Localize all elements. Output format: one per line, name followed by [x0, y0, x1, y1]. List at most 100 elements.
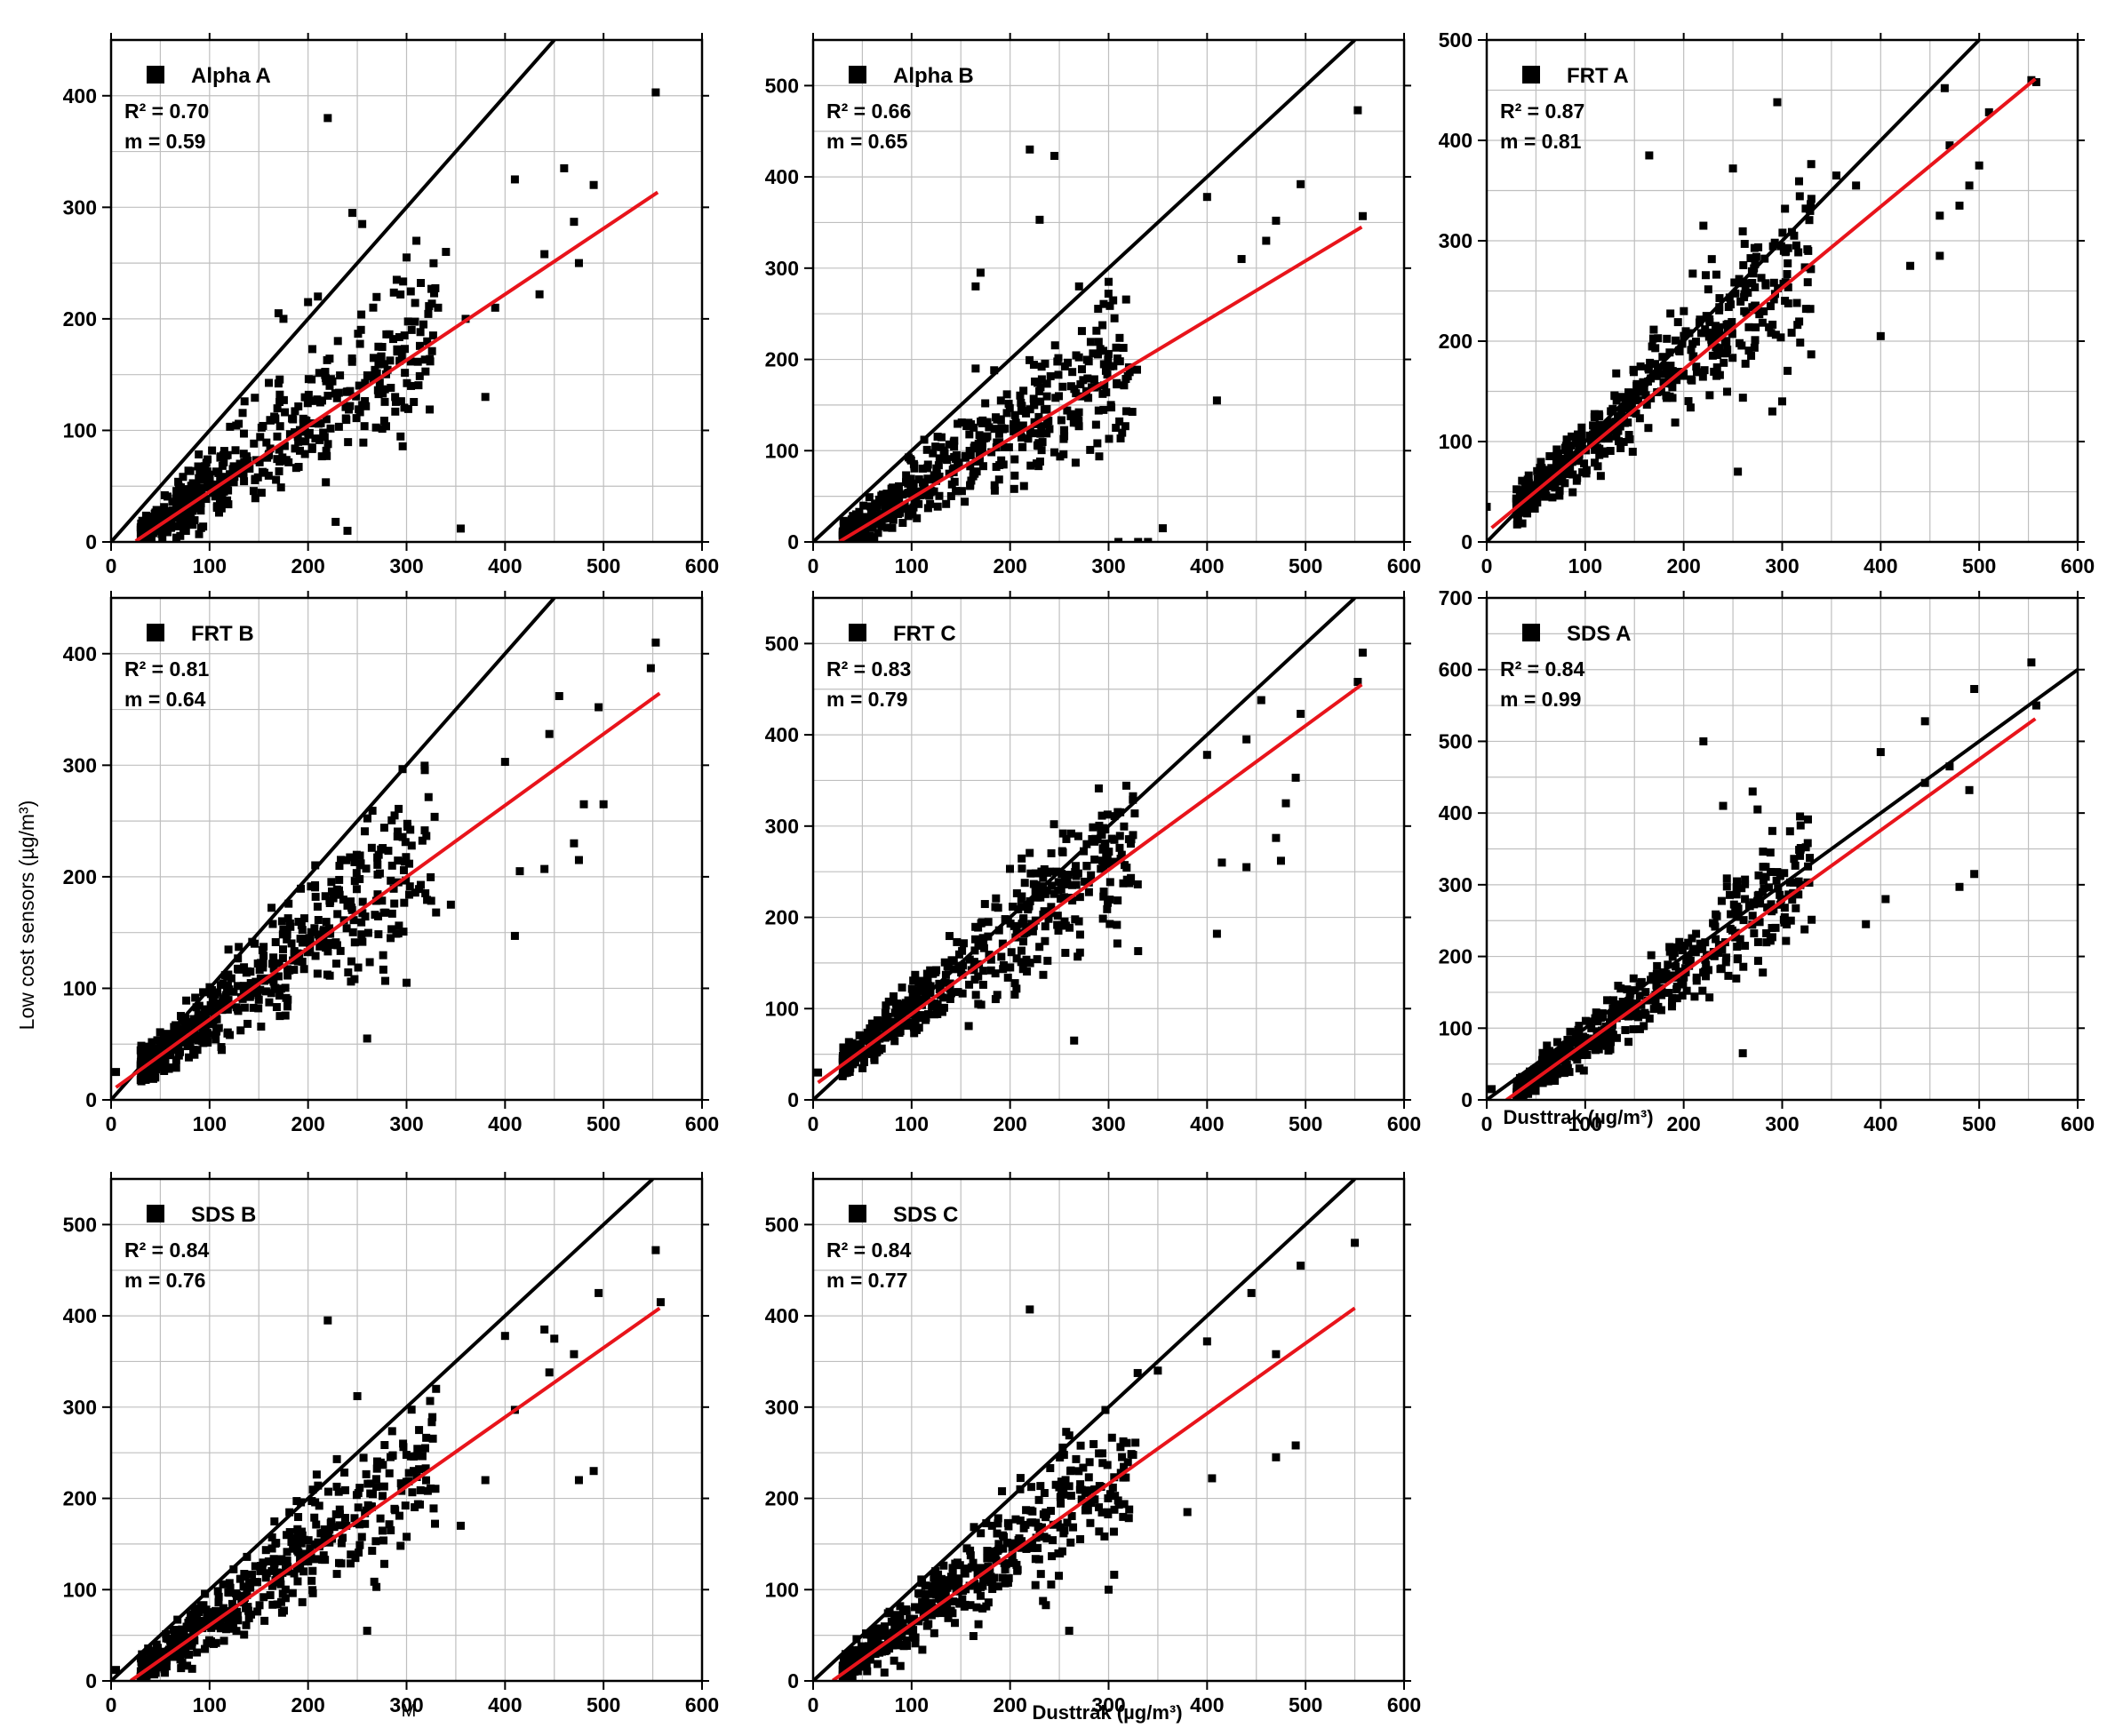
data-point [958, 946, 967, 955]
data-point [500, 1332, 509, 1341]
data-point [1594, 432, 1603, 441]
data-point [930, 1609, 939, 1618]
data-point [861, 1643, 870, 1652]
data-point [1105, 434, 1113, 443]
data-point [908, 991, 917, 1000]
data-point [179, 473, 188, 482]
data-point [1297, 709, 1305, 718]
data-point [974, 1620, 983, 1628]
data-point [326, 896, 335, 905]
data-point [1104, 355, 1113, 364]
data-point [1109, 1527, 1118, 1536]
x-tick-label: 0 [808, 1112, 819, 1135]
data-point [1103, 370, 1112, 379]
data-point [289, 1544, 298, 1553]
data-point [243, 1591, 251, 1600]
data-point [355, 1549, 363, 1557]
data-point [342, 856, 351, 864]
data-point [326, 424, 335, 433]
data-point [979, 1576, 988, 1585]
data-point [253, 959, 262, 968]
data-point [990, 486, 999, 495]
data-point [999, 1544, 1008, 1553]
data-point [293, 433, 302, 442]
data-point [142, 520, 151, 529]
data-point [1053, 912, 1062, 920]
data-point [222, 1625, 231, 1634]
data-point [874, 1660, 882, 1668]
data-point [1105, 277, 1113, 286]
data-point [1010, 990, 1019, 999]
data-point [1536, 1065, 1544, 1074]
data-point [254, 1004, 263, 1013]
data-point [1568, 488, 1577, 497]
data-point [970, 976, 979, 984]
data-point [297, 920, 306, 929]
data-point [244, 1578, 253, 1587]
data-point [1105, 301, 1114, 310]
data-point [212, 1015, 221, 1023]
data-point [2027, 658, 2036, 667]
data-point [1012, 984, 1021, 993]
data-point [1110, 835, 1119, 844]
data-point [1555, 474, 1564, 483]
data-point [1044, 417, 1053, 426]
data-point [1297, 1262, 1305, 1270]
data-point [1741, 359, 1750, 368]
data-point [1088, 1494, 1097, 1503]
data-point [918, 1645, 927, 1654]
data-point [1666, 373, 1675, 382]
data-point [939, 1003, 948, 1012]
data-point [874, 1635, 882, 1644]
x-tick-label: 600 [685, 554, 719, 577]
data-point [1580, 459, 1589, 468]
data-point [1609, 996, 1618, 1005]
data-point [910, 461, 919, 470]
data-point [1568, 1036, 1577, 1045]
data-point [1759, 848, 1768, 856]
slope-label: m = 0.79 [826, 688, 907, 711]
data-point [1034, 378, 1042, 387]
data-point [1575, 1064, 1584, 1073]
data-point [345, 405, 354, 414]
data-point [203, 1612, 211, 1621]
data-point [923, 504, 932, 513]
data-point [1041, 936, 1050, 945]
data-point [1595, 450, 1604, 459]
data-point [1661, 362, 1670, 370]
data-point [1591, 445, 1600, 454]
data-point [1025, 959, 1034, 968]
data-point [1115, 417, 1124, 426]
data-point [481, 1476, 490, 1485]
data-point [1110, 812, 1119, 821]
data-point [320, 1525, 329, 1533]
data-point [112, 1666, 121, 1675]
data-point [281, 408, 290, 417]
data-point [1068, 880, 1077, 889]
x-tick-label: 500 [1962, 1112, 1996, 1135]
data-point [1782, 936, 1791, 945]
data-point [412, 236, 421, 245]
data-point [1735, 338, 1744, 347]
data-point [307, 375, 316, 384]
data-point [147, 524, 156, 533]
data-point [300, 393, 309, 402]
data-point [347, 357, 356, 366]
data-point [374, 912, 383, 920]
data-point [921, 1613, 930, 1621]
data-point [144, 515, 153, 524]
data-point [920, 1601, 929, 1610]
data-point [426, 405, 435, 414]
data-point [908, 481, 917, 490]
data-point [1532, 1071, 1541, 1079]
data-point [990, 481, 999, 490]
data-point [1257, 696, 1265, 705]
x-tick-label: 500 [587, 1693, 620, 1716]
data-point [1049, 1536, 1057, 1545]
data-point [174, 482, 183, 491]
data-point [138, 1055, 147, 1064]
data-point [148, 1074, 157, 1083]
data-point [934, 461, 943, 470]
data-point [397, 352, 406, 361]
data-point [933, 502, 942, 511]
